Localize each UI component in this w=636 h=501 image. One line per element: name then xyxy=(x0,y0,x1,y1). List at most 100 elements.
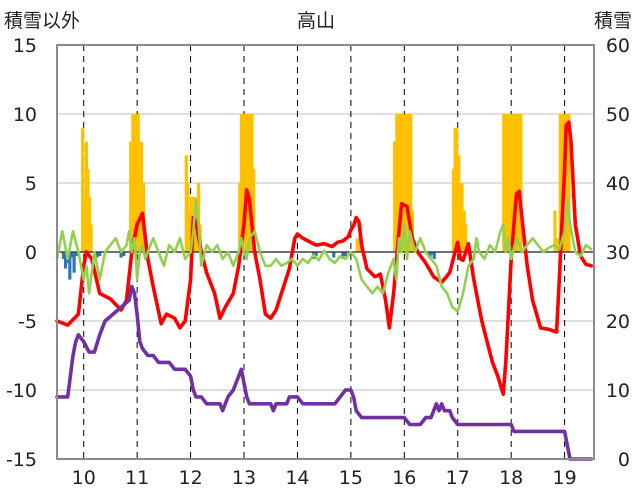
data-bar xyxy=(332,252,336,258)
data-bar xyxy=(86,169,90,252)
right-tick-label: 20 xyxy=(606,311,630,333)
data-bar xyxy=(343,252,348,257)
data-bar xyxy=(553,210,557,252)
data-bar xyxy=(503,114,507,252)
data-bar xyxy=(184,155,188,252)
data-bar xyxy=(462,210,466,252)
data-bar xyxy=(138,169,142,252)
data-bar xyxy=(72,252,76,273)
data-bar xyxy=(464,224,468,252)
data-bar xyxy=(122,252,126,257)
data-bar xyxy=(567,114,571,252)
data-bar xyxy=(74,252,78,257)
data-bar xyxy=(186,183,190,252)
right-tick-label: 40 xyxy=(606,173,630,195)
data-bar xyxy=(98,252,102,257)
data-bar xyxy=(61,252,66,259)
data-bar xyxy=(252,169,256,252)
data-bar xyxy=(248,114,253,252)
data-bar xyxy=(432,252,436,259)
right-tick-label: 0 xyxy=(618,449,630,471)
left-axis-label: 積雪以外 xyxy=(4,10,80,32)
data-bar xyxy=(556,238,560,252)
right-tick-label: 10 xyxy=(606,380,630,402)
x-tick-label: 13 xyxy=(232,467,256,489)
data-bar xyxy=(238,183,242,252)
data-bar xyxy=(405,114,409,252)
data-bar xyxy=(502,114,506,252)
right-tick-label: 30 xyxy=(606,242,630,264)
data-bar xyxy=(398,114,402,252)
left-tick-label: -15 xyxy=(6,449,37,471)
data-bar xyxy=(451,169,456,252)
data-bar xyxy=(428,252,432,258)
right-tick-label: 50 xyxy=(606,104,630,126)
data-bar xyxy=(517,114,521,252)
data-bar xyxy=(460,183,464,252)
data-bar xyxy=(455,127,459,252)
data-bar xyxy=(508,114,512,252)
data-bar xyxy=(400,114,404,252)
data-bar xyxy=(81,127,85,252)
data-bar xyxy=(505,114,509,252)
right-tick-label: 60 xyxy=(606,35,630,57)
data-bar xyxy=(430,252,434,255)
left-tick-label: 10 xyxy=(13,104,37,126)
data-bar xyxy=(250,114,254,252)
series-line xyxy=(55,198,593,313)
x-tick-label: 15 xyxy=(339,467,363,489)
series-line xyxy=(55,284,594,461)
data-bar xyxy=(565,114,569,252)
data-bar xyxy=(457,155,461,252)
data-bar xyxy=(239,114,243,252)
data-bar xyxy=(560,114,564,252)
right-axis-label: 積雪 xyxy=(594,10,632,32)
data-bar xyxy=(558,114,562,252)
series-line xyxy=(55,120,594,396)
data-bar xyxy=(401,114,405,252)
chart-title: 高山 xyxy=(297,10,335,32)
data-bar xyxy=(63,252,68,269)
left-tick-label: 15 xyxy=(13,35,37,57)
data-bar xyxy=(519,114,523,252)
data-bar xyxy=(134,114,138,252)
data-bar xyxy=(406,114,411,252)
x-tick-label: 10 xyxy=(72,467,96,489)
x-tick-label: 19 xyxy=(553,467,577,489)
data-bar xyxy=(87,196,92,252)
data-bar xyxy=(132,114,137,252)
data-bar xyxy=(129,141,133,252)
data-bar xyxy=(95,252,99,258)
x-tick-label: 16 xyxy=(392,467,416,489)
data-bar xyxy=(89,224,93,252)
data-bar xyxy=(515,114,520,252)
plot-border xyxy=(56,44,595,460)
data-bar xyxy=(187,210,192,252)
data-bar xyxy=(246,114,250,252)
x-tick-label: 17 xyxy=(446,467,470,489)
data-bar xyxy=(84,141,88,252)
data-bar xyxy=(341,252,345,259)
data-bar xyxy=(70,252,74,258)
data-bar xyxy=(513,114,518,252)
data-bar xyxy=(314,252,318,257)
x-axis-ticks: 10 11 12 13 14 15 16 17 18 19 xyxy=(72,467,577,489)
left-tick-label: -10 xyxy=(6,380,37,402)
data-bar xyxy=(83,196,87,252)
left-tick-label: -5 xyxy=(18,311,37,333)
data-bar xyxy=(510,114,514,252)
data-bar xyxy=(355,238,359,252)
data-bar xyxy=(395,114,399,252)
data-bar xyxy=(458,196,463,252)
x-tick-label: 14 xyxy=(285,467,309,489)
data-bar xyxy=(243,114,247,252)
x-tick-label: 12 xyxy=(178,467,202,489)
right-axis-ticks: 60 50 40 30 20 10 0 xyxy=(606,35,630,471)
left-axis-ticks: 15 10 5 0 -5 -10 -15 xyxy=(6,35,37,471)
left-tick-label: 0 xyxy=(25,242,37,264)
left-tick-label: 5 xyxy=(25,173,37,195)
series-lines xyxy=(55,120,594,461)
data-bar xyxy=(245,114,249,252)
data-bar xyxy=(136,114,140,252)
